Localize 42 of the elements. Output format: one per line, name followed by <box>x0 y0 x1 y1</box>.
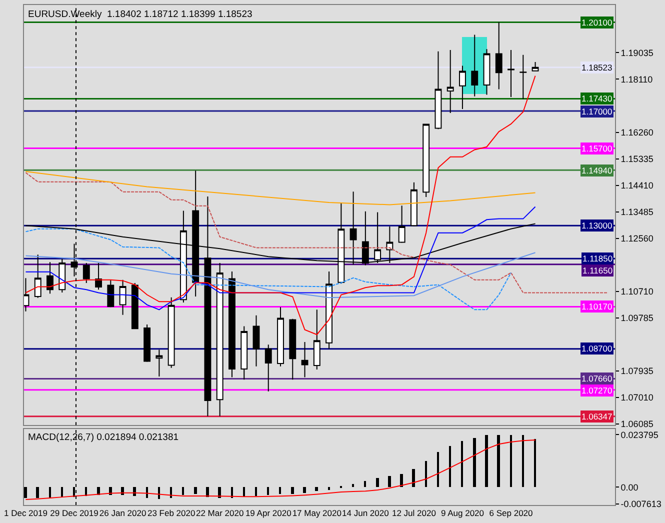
ref-line-label: 1.15700 <box>582 144 612 154</box>
y-tick-label: -0.007613 <box>620 499 662 510</box>
y-tick-label: 1.14410 <box>620 180 654 190</box>
x-tick-label: 1 Dec 2019 <box>4 508 48 518</box>
ref-line-label: 1.20100 <box>582 18 612 28</box>
y-tick-label: 1.10710 <box>620 286 654 296</box>
y-tick-label: 1.06085 <box>620 419 654 430</box>
y-tick-label: 0.023795 <box>620 430 658 440</box>
y-tick-label: 1.13485 <box>620 206 654 217</box>
x-tick-label: 6 Sep 2020 <box>489 508 534 518</box>
x-tick-label: 17 May 2020 <box>292 508 342 518</box>
y-tick-label: 1.16260 <box>620 127 654 138</box>
y-tick-label: 1.09785 <box>620 312 654 323</box>
y-tick-label: 0.00 <box>620 482 638 492</box>
ref-line-label: 1.17000 <box>582 106 612 116</box>
x-tick-label: 26 Jan 2020 <box>99 508 146 518</box>
ref-line-label: 1.11650 <box>582 266 613 276</box>
ref-line-label: 1.07270 <box>582 386 612 396</box>
ref-line-label: 1.13000 <box>582 220 612 230</box>
ref-line-label: 1.18523 <box>582 62 612 72</box>
ref-line-label: 1.08700 <box>582 344 612 354</box>
y-tick-label: 1.19035 <box>620 48 654 58</box>
x-tick-label: 29 Dec 2019 <box>50 508 99 518</box>
ref-line-label: 1.14940 <box>582 166 612 176</box>
x-tick-label: 14 Jun 2020 <box>342 508 390 518</box>
x-tick-label: 23 Feb 2020 <box>147 508 196 518</box>
y-tick-label: 1.12560 <box>620 233 654 244</box>
y-tick-label: 1.18110 <box>620 74 653 84</box>
y-tick-label: 1.07935 <box>620 366 654 376</box>
x-tick-label: 12 Jul 2020 <box>392 508 436 518</box>
y-tick-label: 1.07010 <box>620 392 654 403</box>
chart-title: MACD(12,26,7) 0.021894 0.021381 <box>28 432 179 443</box>
x-tick-label: 19 Apr 2020 <box>245 508 292 518</box>
ref-line-label: 1.06347 <box>582 412 612 422</box>
x-tick-label: 22 Mar 2020 <box>196 508 244 518</box>
x-tick-label: 9 Aug 2020 <box>440 508 484 518</box>
ref-line-label: 1.17430 <box>582 94 612 104</box>
ref-line-label: 1.07660 <box>582 374 612 384</box>
ref-line-label: 1.11850 <box>582 254 613 264</box>
ref-line-label: 1.10170 <box>582 302 612 312</box>
text: EURUSD.Weekly 1.18402 1.18712 1.18399 1.18523 <box>28 9 252 20</box>
y-tick-label: 1.15335 <box>620 154 654 164</box>
